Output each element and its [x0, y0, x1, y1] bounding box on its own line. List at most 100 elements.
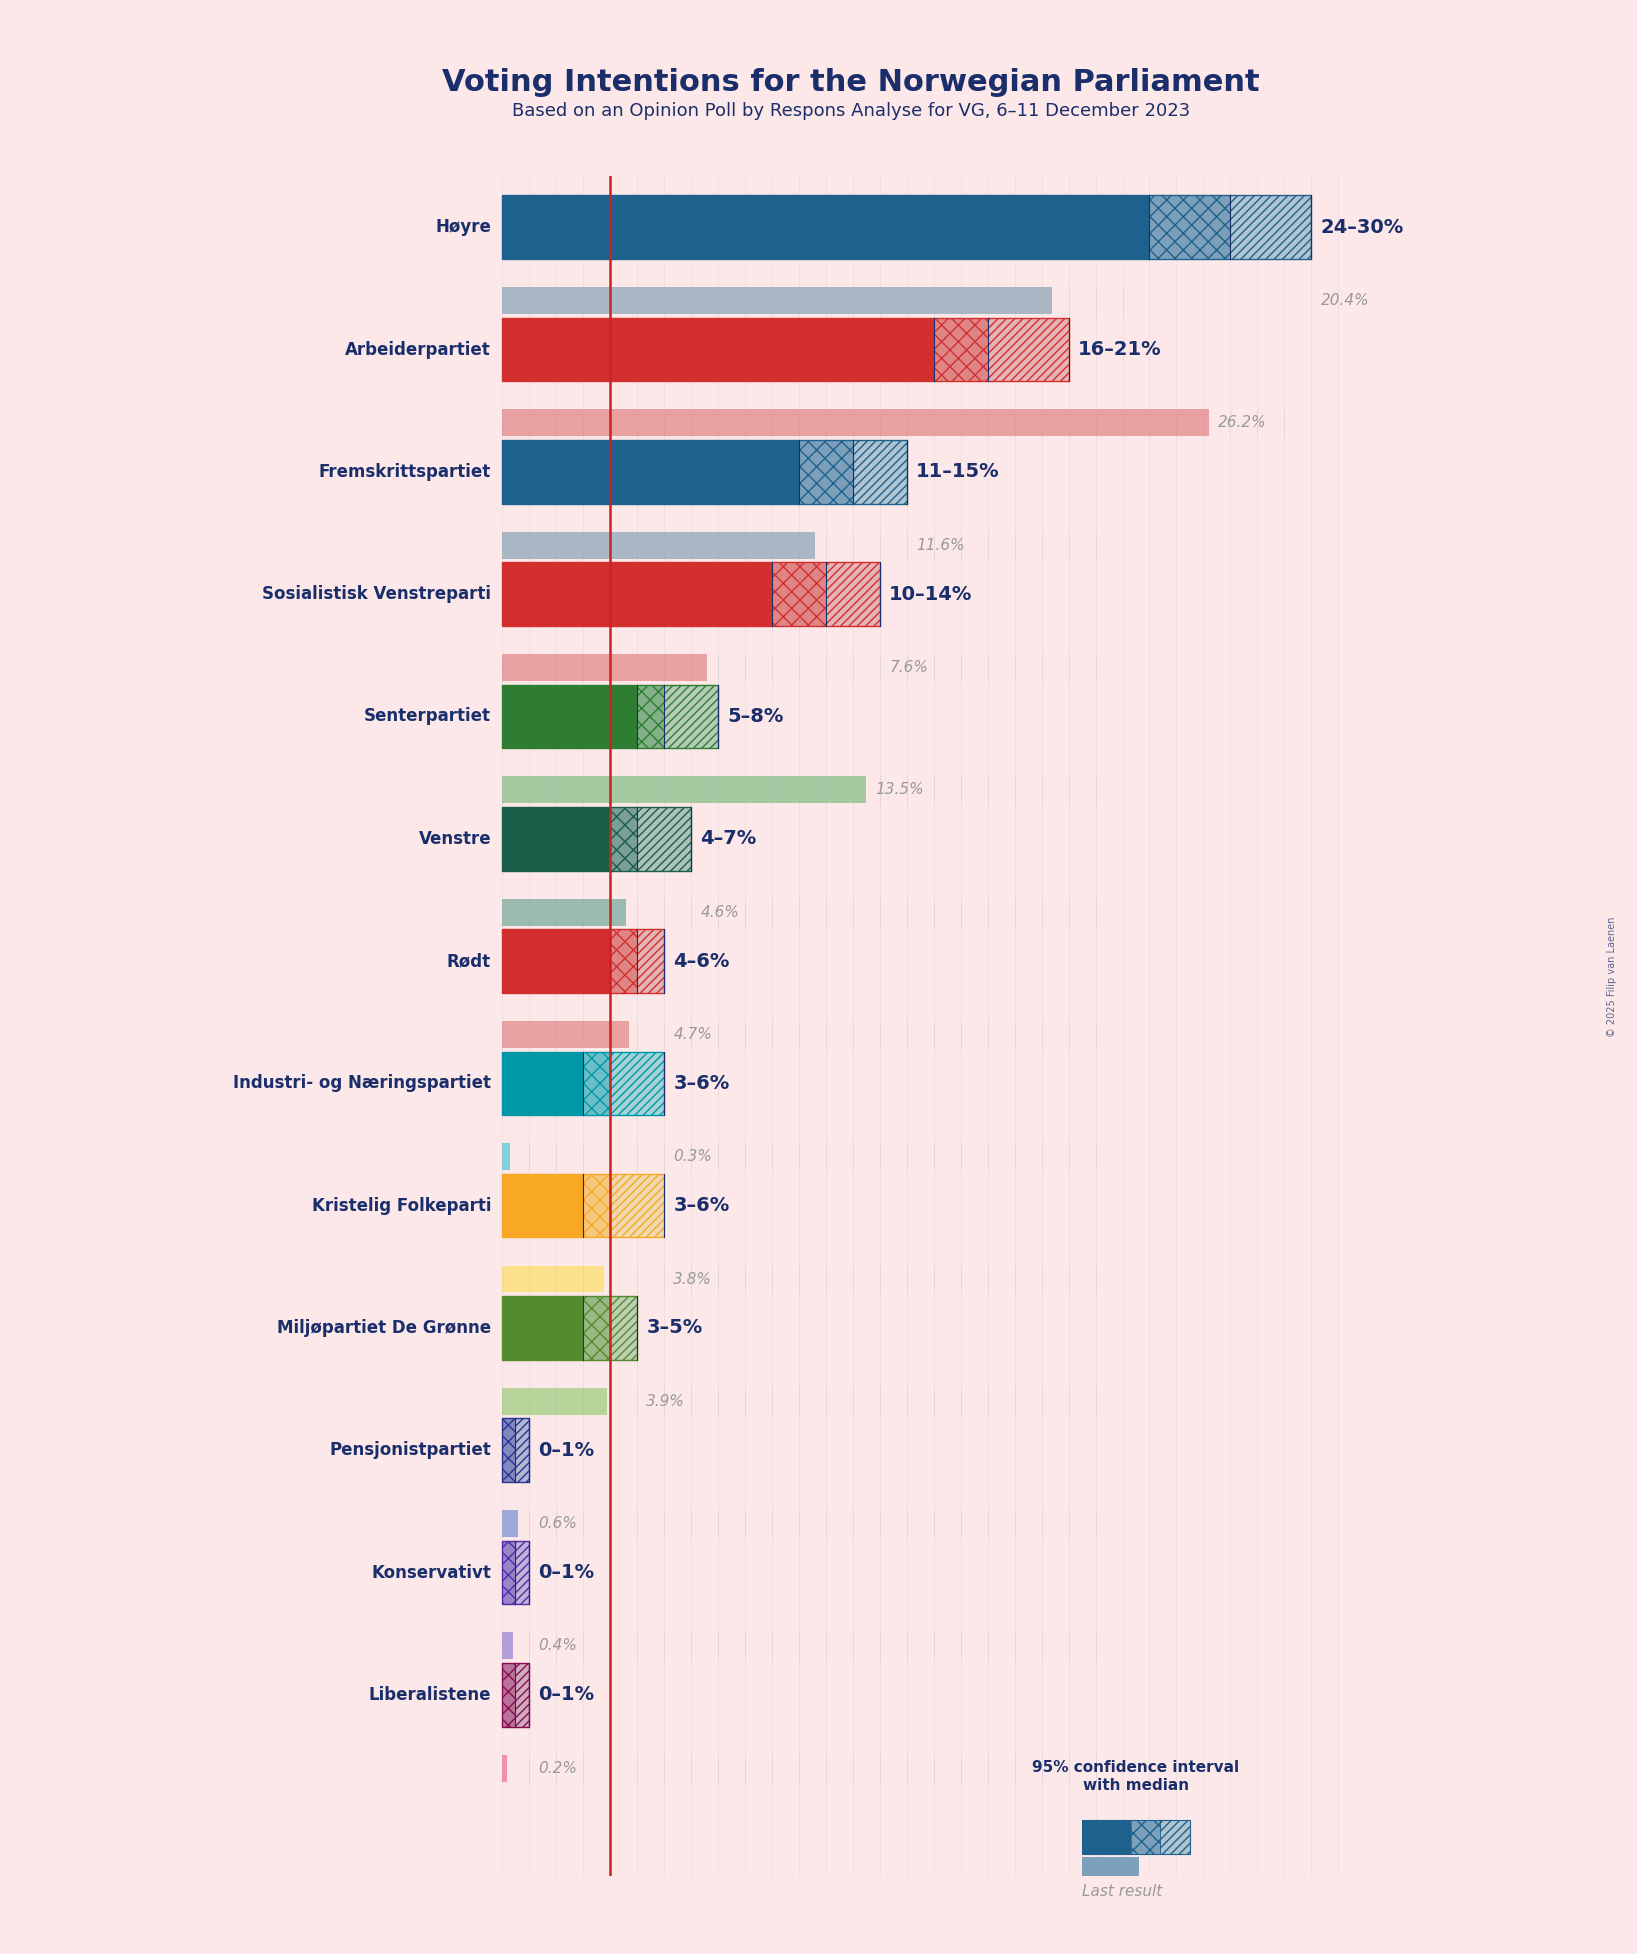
Bar: [503, 1632, 512, 1659]
Text: Kristelig Folkeparti: Kristelig Folkeparti: [311, 1196, 491, 1215]
Text: © 2025 Filip van Laenen: © 2025 Filip van Laenen: [1608, 916, 1617, 1038]
Bar: [503, 1051, 663, 1116]
Bar: [583, 1051, 611, 1116]
Bar: [987, 319, 1069, 381]
Bar: [611, 930, 637, 993]
Bar: [799, 440, 853, 504]
Bar: [1082, 1858, 1139, 1876]
Text: 3.8%: 3.8%: [673, 1272, 712, 1286]
Text: Fremskrittspartiet: Fremskrittspartiet: [319, 463, 491, 481]
Bar: [516, 1663, 529, 1727]
Text: Konservativt: Konservativt: [372, 1563, 491, 1581]
Text: 4.6%: 4.6%: [701, 905, 738, 920]
Bar: [503, 930, 611, 993]
Text: 0–1%: 0–1%: [539, 1686, 594, 1704]
Text: 0.4%: 0.4%: [539, 1637, 578, 1653]
Text: Voting Intentions for the Norwegian Parliament: Voting Intentions for the Norwegian Parl…: [442, 68, 1260, 98]
Bar: [503, 1387, 607, 1415]
Bar: [503, 195, 1149, 260]
Text: 0–1%: 0–1%: [539, 1440, 594, 1460]
Bar: [637, 930, 663, 993]
Bar: [583, 1296, 611, 1360]
Text: 24–30%: 24–30%: [1321, 217, 1405, 236]
Bar: [516, 1419, 529, 1481]
Text: 13.5%: 13.5%: [876, 782, 925, 797]
Text: 3–6%: 3–6%: [673, 1075, 730, 1092]
Bar: [825, 563, 879, 625]
Bar: [933, 319, 987, 381]
Bar: [611, 1051, 663, 1116]
Bar: [1161, 1819, 1190, 1854]
Bar: [825, 563, 879, 625]
Text: 26.2%: 26.2%: [1218, 416, 1267, 430]
Bar: [503, 930, 663, 993]
Bar: [503, 1419, 529, 1481]
Text: 4–7%: 4–7%: [701, 828, 756, 848]
Bar: [503, 1143, 511, 1170]
Bar: [503, 440, 799, 504]
Bar: [1131, 1819, 1161, 1854]
Bar: [663, 684, 717, 748]
Bar: [503, 1663, 516, 1727]
Bar: [771, 563, 825, 625]
Bar: [503, 1542, 516, 1604]
Text: 4.7%: 4.7%: [673, 1028, 712, 1041]
Bar: [637, 684, 663, 748]
Bar: [637, 807, 691, 871]
Bar: [503, 563, 879, 625]
Bar: [516, 1419, 529, 1481]
Text: 0.3%: 0.3%: [673, 1149, 712, 1165]
Text: 95% confidence interval
with median: 95% confidence interval with median: [1033, 1761, 1239, 1792]
Bar: [611, 1296, 637, 1360]
Text: 7.6%: 7.6%: [889, 660, 928, 674]
Text: Industri- og Næringspartiet: Industri- og Næringspartiet: [232, 1075, 491, 1092]
Text: 16–21%: 16–21%: [1079, 340, 1162, 360]
Text: 0.6%: 0.6%: [539, 1516, 578, 1532]
Bar: [503, 807, 611, 871]
Bar: [503, 1542, 516, 1604]
Bar: [503, 1020, 629, 1047]
Bar: [503, 531, 815, 559]
Bar: [503, 319, 1069, 381]
Bar: [1149, 195, 1231, 260]
Bar: [611, 930, 637, 993]
Bar: [637, 930, 663, 993]
Text: Liberalistene: Liberalistene: [368, 1686, 491, 1704]
Bar: [503, 776, 866, 803]
Bar: [503, 1174, 663, 1237]
Text: 11.6%: 11.6%: [917, 537, 964, 553]
Bar: [1161, 1819, 1190, 1854]
Bar: [503, 1663, 516, 1727]
Bar: [1149, 195, 1231, 260]
Bar: [503, 440, 907, 504]
Bar: [503, 1051, 583, 1116]
Bar: [799, 440, 853, 504]
Bar: [853, 440, 907, 504]
Text: Sosialistisk Venstreparti: Sosialistisk Venstreparti: [262, 584, 491, 604]
Bar: [1231, 195, 1311, 260]
Bar: [1082, 1819, 1190, 1854]
Text: 11–15%: 11–15%: [917, 463, 1000, 481]
Bar: [583, 1174, 611, 1237]
Text: Rødt: Rødt: [447, 952, 491, 969]
Bar: [853, 440, 907, 504]
Bar: [503, 1266, 604, 1292]
Bar: [1231, 195, 1311, 260]
Bar: [611, 1174, 663, 1237]
Bar: [1131, 1819, 1161, 1854]
Bar: [516, 1663, 529, 1727]
Text: 0.2%: 0.2%: [539, 1761, 578, 1776]
Text: 20.4%: 20.4%: [1321, 293, 1370, 309]
Bar: [503, 1755, 507, 1782]
Bar: [503, 1174, 583, 1237]
Bar: [637, 807, 691, 871]
Bar: [611, 1296, 637, 1360]
Text: Venstre: Venstre: [419, 830, 491, 848]
Bar: [503, 1296, 637, 1360]
Text: Last result: Last result: [1082, 1884, 1162, 1899]
Bar: [516, 1542, 529, 1604]
Bar: [503, 563, 771, 625]
Bar: [503, 1419, 516, 1481]
Bar: [583, 1174, 611, 1237]
Text: 3.9%: 3.9%: [647, 1393, 686, 1409]
